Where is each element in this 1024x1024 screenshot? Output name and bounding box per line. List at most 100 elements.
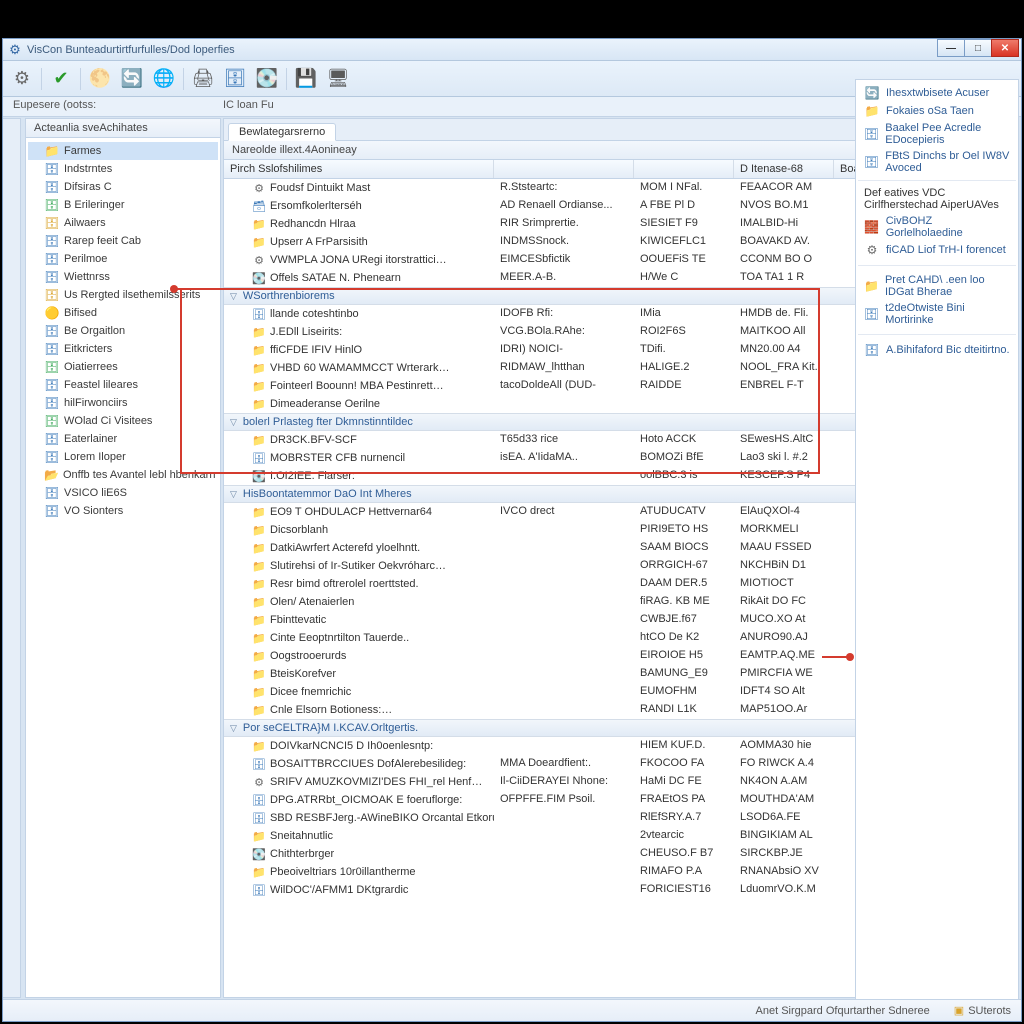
toolbar-button-globe-gold[interactable]: 🌕 [87,66,113,92]
toolbar-button-refresh[interactable]: 🔄 [119,66,145,92]
tree-item[interactable]: 🗄hilFirwonciirs [28,394,218,412]
cell-name: Redhancdn Hlraa [270,218,356,230]
cell [494,810,634,826]
cell-name: Cnle Elsorn Botioness:… [270,704,392,716]
tree-item[interactable]: 🗄Lorem Iloper [28,448,218,466]
actions-item[interactable]: 🧱CivBOHZ Gorlelholaedine [858,213,1016,241]
cell-name: MOBRSTER CFB nurnencil [270,452,405,464]
cell: AD Renaell Ordianse... [494,198,634,214]
cell: Lao3 ski l. #.2 [734,450,834,466]
actions-item[interactable]: 🔄Ihesxtwbisete Acuser [858,84,1016,102]
actions-item[interactable]: 🗄A.Bihifaford Bic dteitirtno. [858,341,1016,359]
actions-item[interactable]: 🗄Baakel Pee Acredle EDocepieris [858,120,1016,148]
tree-item[interactable]: 🗄Wiettnrss [28,268,218,286]
cell: IMALBID-Hi [734,216,834,232]
cell: ANURO90.AJ [734,630,834,646]
sphere-yellow-icon: 🟡 [44,305,60,321]
toolbar-separator [41,68,42,90]
cell-name: DatkiAwrfert Acterefd yloelhntt. [270,542,420,554]
tree-item[interactable]: 🟡 Bifised [28,304,218,322]
cell: FEAACOR AM [734,180,834,196]
actions-item[interactable]: 🗄t2deOtwiste Bini Mortirinke [858,300,1016,328]
actions-separator [858,265,1016,266]
col-3[interactable]: D Itenase-68 [734,160,834,178]
cell-name: Dicee fnemrichic [270,686,351,698]
cell-name: I.OI2IEE. Flarser: [270,470,355,482]
server-icon: 🗄 [44,377,60,393]
actions-item[interactable]: ⚙fiCAD Liof TrH-I forencet [858,241,1016,259]
cell: FRAEtOS PA [634,792,734,808]
tree-item[interactable]: 🗄Feastel lileares [28,376,218,394]
tree-item[interactable]: 🗄Eaterlainer [28,430,218,448]
cell-name: Sneitahnutlic [270,830,333,842]
cell: ATUDUCATV [634,504,734,520]
tree-item-label: VSICO liE6S [64,487,127,499]
tree-item[interactable]: 🗄VO Sionters [28,502,218,520]
tree-item-label: WOlad Ci Visitees [64,415,152,427]
tree-item[interactable]: 🗄Oiatierrees [28,358,218,376]
cell: KIWICEFLC1 [634,234,734,250]
folder-icon: 📁 [252,613,266,627]
toolbar-button-globe[interactable]: 🌐 [151,66,177,92]
actions-item[interactable]: 📁Pret CAHD\ .een loo IDGat Bherae [858,272,1016,300]
toolbar-button-drive-red[interactable]: 💽 [254,66,280,92]
tree-item[interactable]: 🗄B Erileringer [28,196,218,214]
tab-active[interactable]: Bewlategarsrerno [228,123,336,141]
cell: PIRI9ETO HS [634,522,734,538]
toolbar-button-gear[interactable]: ⚙ [9,66,35,92]
cell [494,648,634,664]
cell: ElAuQXOl-4 [734,504,834,520]
col-name[interactable]: Pirch Sslofshilimes [224,160,494,178]
server-icon: 🗄 [44,503,60,519]
drive-icon: 💽 [252,847,266,861]
cell: NKCHBiN D1 [734,558,834,574]
gear-icon: ⚙ [252,253,266,267]
actions-item[interactable]: 🗄FBtS Dinchs br Oel IW8V Avoced [858,148,1016,176]
cell-name: Fbinttevatic [270,614,326,626]
cell-name: Chithterbrger [270,848,334,860]
tree-item[interactable]: 📂Onffb tes Avantel lebl hbenkarn [28,466,218,484]
tree-item[interactable]: 🗄Be Orgaitlon [28,322,218,340]
tree-item[interactable]: 🗄VSICO liE6S [28,484,218,502]
folder-icon: 📁 [252,217,266,231]
cell [494,882,634,898]
maximize-button[interactable]: □ [964,39,992,57]
close-button[interactable]: ✕ [991,39,1019,57]
cell: R.Ststeartc: [494,180,634,196]
tree-item[interactable]: 📁Farmes [28,142,218,160]
server-icon: 🗄 [252,883,266,897]
tree-item-label: Bifised [64,307,97,319]
tree-item[interactable]: 🗄Indstrntes [28,160,218,178]
tree-item[interactable]: 🗄Ailwaers [28,214,218,232]
actions-item-label: Fokaies oSa Taen [886,105,974,117]
toolbar-button-check[interactable]: ✔ [48,66,74,92]
tree-item[interactable]: 🗄Rarep feeit Cab [28,232,218,250]
cell: AOMMA30 hie [734,738,834,754]
cell: HaMi DC FE [634,774,734,790]
left-scroll-strip[interactable] [3,118,21,998]
cell: MAAU FSSED [734,540,834,556]
actions-item[interactable]: 📁Fokaies oSa Taen [858,102,1016,120]
gear-icon: ⚙ [252,181,266,195]
cell: oolBBC.3 is [634,468,734,484]
toolbar-button-computer-gear[interactable]: 🖥 [325,66,351,92]
cell-name: Slutirehsi of Ir-Sutiker Oekvróharc… [270,560,446,572]
cell: RIR Srimprertie. [494,216,634,232]
toolbar-button-drive-green[interactable]: 💾 [293,66,319,92]
tree-item[interactable]: 🗄Eitkricters [28,340,218,358]
cell: IDFT4 SO Alt [734,684,834,700]
tree-item-label: Perilmoe [64,253,107,265]
annotation-line-left [176,288,190,290]
tree-item[interactable]: 🗄WOlad Ci Visitees [28,412,218,430]
col-1[interactable] [494,160,634,178]
folder-icon: 📁 [252,559,266,573]
col-2[interactable] [634,160,734,178]
minimize-button[interactable]: — [937,39,965,57]
tree-item[interactable]: 🗄Perilmoe [28,250,218,268]
cell [494,630,634,646]
toolbar-button-printer-row[interactable]: 🖨 [190,66,216,92]
annotation-dot-left [170,285,178,293]
toolbar-button-server[interactable]: 🗄 [222,66,248,92]
tree-item[interactable]: 🗄Difsiras C [28,178,218,196]
cell: PMIRCFIA WE [734,666,834,682]
